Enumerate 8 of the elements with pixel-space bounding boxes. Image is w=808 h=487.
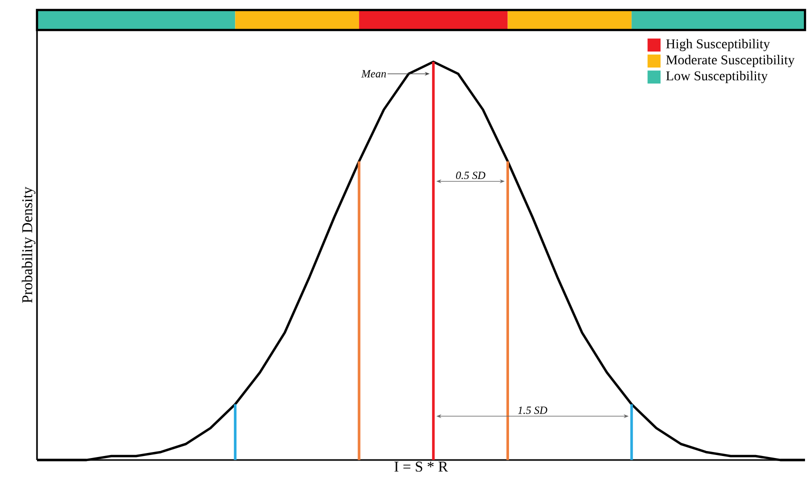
annotation: Moderate Susceptibility: [666, 54, 795, 68]
annotation: 1.5 SD: [518, 406, 548, 414]
annotation: 0.5 SD: [456, 172, 486, 180]
x-axis-title: I = S * R: [394, 462, 448, 472]
text: High Susceptibility: [666, 38, 770, 52]
annotation: Low Susceptibility: [666, 70, 768, 84]
y-axis-title: Probability Density: [22, 186, 36, 303]
annotation: Mean: [361, 70, 386, 78]
